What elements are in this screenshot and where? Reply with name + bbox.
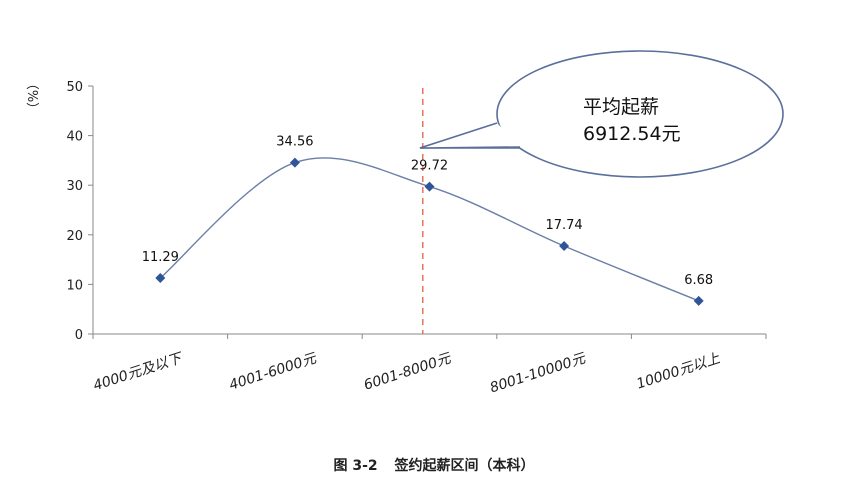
figure-title: 签约起薪区间（本科） (394, 458, 535, 474)
data-point-marker (289, 157, 300, 168)
y-tick-label: 0 (75, 328, 83, 343)
series-line (159, 157, 699, 302)
data-label: 6.68 (684, 273, 713, 288)
category-label: 10000元以上 (635, 350, 723, 392)
y-axis: 0 10 20 30 40 50 (66, 80, 94, 343)
y-tick-label: 10 (66, 278, 83, 293)
data-label: 11.29 (142, 250, 179, 265)
callout-line-2: 6912.54元 (583, 123, 681, 145)
category-label: 4000元及以下 (91, 350, 185, 394)
callout-line-1: 平均起薪 (583, 96, 659, 118)
callout-bubble: 平均起薪 6912.54元 (419, 50, 784, 178)
category-labels: 4000元及以下 4001-6000元 6001-8000元 8001-10000元 1… (91, 350, 722, 396)
data-label: 17.74 (545, 218, 582, 233)
x-axis (92, 333, 767, 339)
category-label: 6001-8000元 (362, 350, 454, 393)
figure-caption: 图 3-2 签约起薪区间（本科） (0, 455, 868, 475)
data-label: 34.56 (276, 135, 313, 150)
y-tick-label: 40 (66, 130, 83, 145)
category-label: 4001-6000元 (227, 350, 319, 393)
data-point-marker (693, 295, 704, 306)
data-label: 29.72 (411, 159, 448, 174)
figure-number: 图 3-2 (333, 458, 378, 474)
data-point-marker (155, 273, 166, 284)
y-tick-label: 30 (66, 179, 83, 194)
category-label: 8001-10000元 (488, 350, 588, 396)
y-tick-label: 50 (66, 80, 83, 95)
data-labels: 11.29 34.56 29.72 17.74 6.68 (142, 135, 713, 288)
data-markers (155, 157, 704, 306)
salary-line-chart: （%） 0 10 20 30 40 50 11.29 34.56 29.72 17.74 6.68… (24, 50, 784, 396)
data-point-marker (559, 241, 570, 252)
y-tick-label: 20 (66, 229, 83, 244)
y-axis-label: （%） (24, 77, 39, 115)
data-point-marker (424, 181, 435, 192)
